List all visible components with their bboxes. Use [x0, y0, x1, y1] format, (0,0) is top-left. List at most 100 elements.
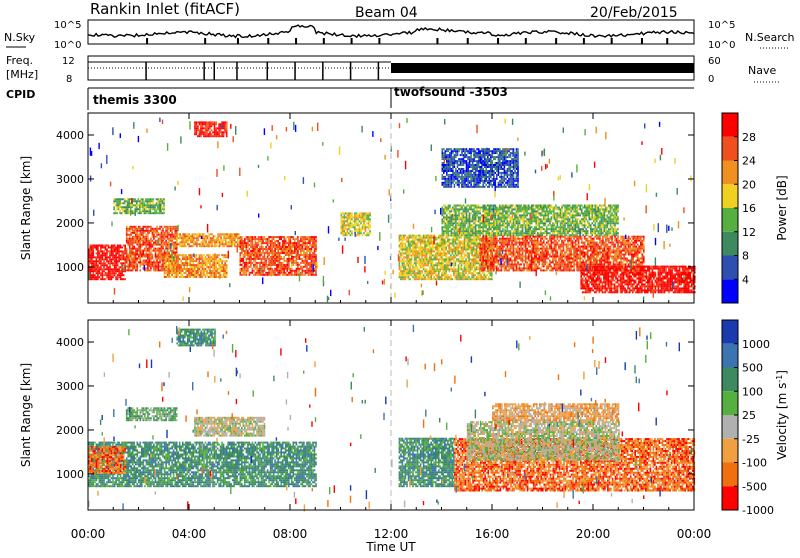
heatmap-cell: [420, 276, 422, 278]
heatmap-cell: [91, 264, 93, 266]
heatmap-cell: [176, 260, 178, 262]
heatmap-cell: [199, 233, 201, 235]
heatmap-cell: [161, 240, 163, 242]
heatmap-cell: [426, 241, 428, 243]
heatmap-cell: [487, 230, 489, 232]
heatmap-cell: [264, 236, 266, 238]
heatmap-cell: [247, 236, 249, 238]
heatmap-cell: [271, 240, 273, 242]
heatmap-cell: [130, 206, 132, 208]
heatmap-cell: [457, 222, 459, 224]
heatmap-cell: [244, 250, 246, 252]
heatmap-cell: [159, 212, 161, 214]
heatmap-cell: [308, 258, 310, 260]
heatmap-cell: [472, 208, 474, 210]
heatmap-cell: [252, 240, 254, 242]
heatmap-cell: [414, 250, 416, 252]
heatmap-cell: [348, 218, 350, 220]
heatmap-cell: [415, 256, 417, 258]
heatmap-cell: [243, 250, 245, 252]
heatmap-cell: [283, 236, 285, 238]
heatmap-cell: [156, 267, 158, 269]
heatmap-cell: [170, 228, 172, 230]
heatmap-cell: [200, 270, 202, 272]
heatmap-cell: [155, 265, 157, 267]
heatmap-cell: [502, 208, 504, 210]
heatmap-cell: [477, 254, 479, 256]
heatmap-cell: [476, 212, 478, 214]
heatmap-cell: [267, 254, 269, 256]
heatmap-cell: [409, 249, 411, 251]
heatmap-cell: [237, 239, 239, 241]
heatmap-cell: [138, 228, 140, 230]
heatmap-cell: [143, 242, 145, 244]
heatmap-cell: [426, 274, 428, 276]
heatmap-cell: [468, 264, 470, 266]
heatmap-cell: [408, 254, 410, 256]
heatmap-cell: [226, 121, 228, 123]
heatmap-cell: [226, 274, 228, 276]
heatmap-cell: [217, 245, 219, 247]
heatmap-cell: [154, 210, 156, 212]
heatmap-cell: [402, 249, 404, 251]
heatmap-cell: [159, 261, 161, 263]
heatmap-cell: [217, 131, 219, 133]
heatmap-cell: [159, 254, 161, 256]
heatmap-cell: [443, 264, 445, 266]
heatmap-cell: [153, 267, 155, 269]
heatmap-cell: [149, 240, 151, 242]
heatmap-cell: [489, 230, 491, 232]
heatmap-cell: [118, 250, 120, 252]
heatmap-cell: [150, 252, 152, 254]
heatmap-cell: [127, 230, 129, 232]
heatmap-cell: [440, 247, 442, 249]
heatmap-cell: [405, 266, 407, 268]
nsky-right-tick-bottom: 10^0: [708, 40, 735, 51]
heatmap-cell: [446, 270, 448, 272]
heatmap-cell: [418, 249, 420, 251]
heatmap-cell: [510, 232, 512, 234]
heatmap-cell: [347, 212, 349, 214]
heatmap-cell: [347, 220, 349, 222]
heatmap-cell: [188, 264, 190, 266]
heatmap-cell: [114, 256, 116, 258]
heatmap-cell: [240, 264, 242, 266]
heatmap-cell: [196, 272, 198, 274]
heatmap-cell: [356, 228, 358, 230]
heatmap-cell: [470, 230, 472, 232]
heatmap-cell: [342, 234, 344, 236]
heatmap-cell: [236, 241, 238, 243]
heatmap-cell: [97, 254, 99, 256]
heatmap-cell: [180, 260, 182, 262]
heatmap-cell: [224, 270, 226, 272]
heatmap-cell: [450, 250, 452, 252]
heatmap-cell: [441, 268, 443, 270]
heatmap-cell: [209, 258, 211, 260]
heatmap-cell: [403, 260, 405, 262]
heatmap-cell: [276, 246, 278, 248]
heatmap-cell: [350, 220, 352, 222]
nsky-left-label: N.Sky: [4, 31, 36, 44]
heatmap-cell: [312, 262, 314, 264]
heatmap-cell: [141, 256, 143, 258]
heatmap-cell: [504, 220, 506, 222]
heatmap-cell: [417, 247, 419, 249]
heatmap-cell: [200, 135, 202, 137]
heatmap-cell: [252, 262, 254, 264]
heatmap-cell: [214, 243, 216, 245]
heatmap-cell: [429, 245, 431, 247]
heatmap-cell: [309, 272, 311, 274]
heatmap-cell: [202, 237, 204, 239]
heatmap-cell: [451, 234, 453, 236]
heatmap-cell: [130, 263, 132, 265]
heatmap-cell: [457, 224, 459, 226]
heatmap-cell: [241, 260, 243, 262]
heatmap-cell: [115, 200, 117, 202]
heatmap-cell: [348, 216, 350, 218]
heatmap-cell: [309, 242, 311, 244]
heatmap-cell: [147, 226, 149, 228]
heatmap-cell: [277, 270, 279, 272]
heatmap-cell: [220, 264, 222, 266]
heatmap-cell: [279, 268, 281, 270]
heatmap-cell: [194, 264, 196, 266]
